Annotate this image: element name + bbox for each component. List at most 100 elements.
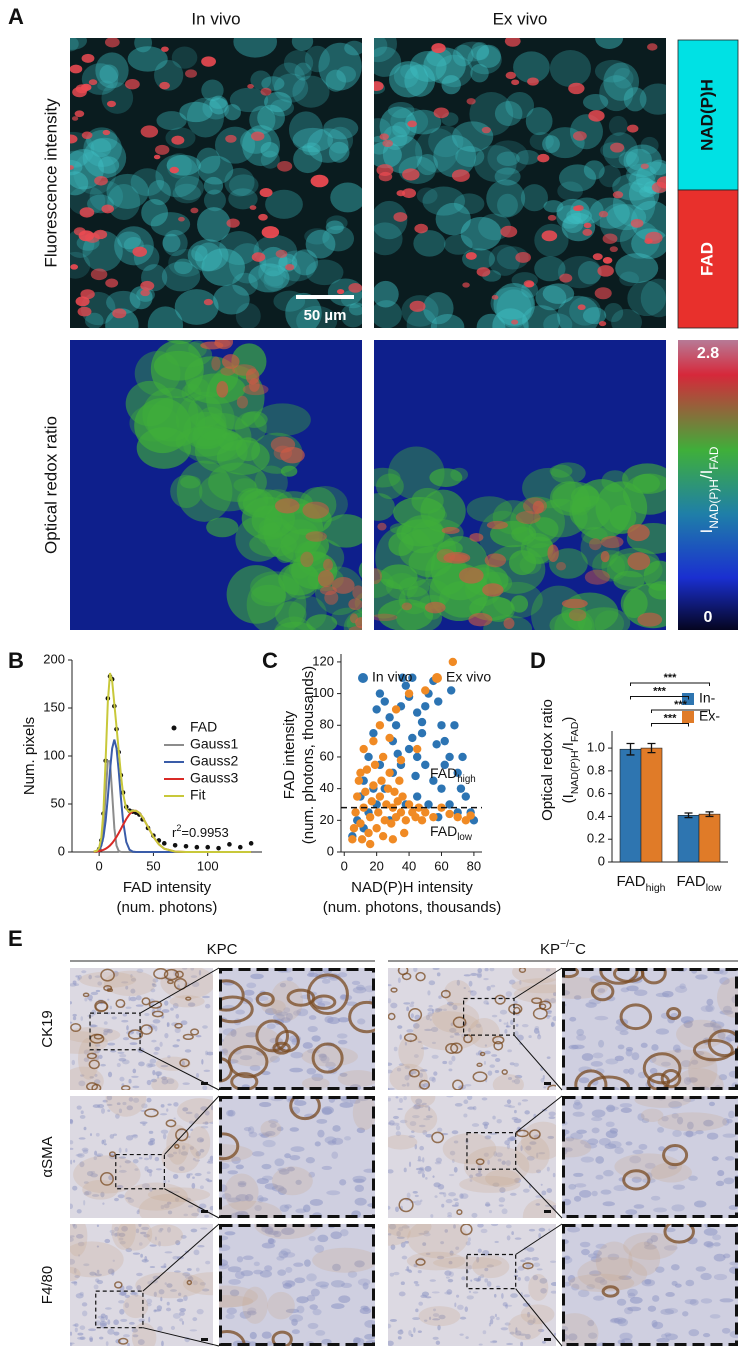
cell <box>156 111 187 131</box>
tissue <box>173 1102 179 1107</box>
tissue <box>70 1203 74 1209</box>
cell <box>640 136 659 155</box>
cell <box>453 193 485 215</box>
region <box>532 500 545 514</box>
data-point <box>466 811 475 820</box>
cell <box>174 175 204 201</box>
cell <box>125 79 140 90</box>
tissue <box>94 1044 101 1047</box>
tissue <box>414 1194 419 1198</box>
region <box>482 583 504 597</box>
tissue <box>97 1315 104 1319</box>
legend-label: Ex- <box>699 708 720 724</box>
x-tick-label: 0 <box>96 858 103 873</box>
tissue <box>243 989 255 996</box>
cell <box>471 42 490 61</box>
tissue <box>540 1287 547 1294</box>
stroma <box>70 1224 88 1257</box>
region <box>441 526 460 535</box>
data-point <box>395 776 404 785</box>
cell <box>592 253 603 261</box>
tissue <box>422 1083 430 1088</box>
cell <box>494 167 521 186</box>
tissue <box>306 1273 317 1282</box>
tissue <box>235 1009 245 1015</box>
zoom-connector <box>513 967 563 999</box>
tissue <box>160 1129 169 1134</box>
tissue <box>89 1337 93 1342</box>
tissue <box>613 1184 628 1192</box>
cell <box>305 229 336 259</box>
tissue <box>172 1151 178 1155</box>
cell <box>336 66 357 83</box>
cell <box>70 264 79 270</box>
tissue <box>409 1121 417 1127</box>
tissue <box>321 1165 333 1171</box>
cell <box>577 261 602 285</box>
stroma <box>103 970 157 997</box>
tissue <box>682 1311 689 1317</box>
tissue <box>77 1153 85 1158</box>
tissue <box>240 1270 254 1277</box>
tissue <box>475 1023 482 1028</box>
tissue <box>525 1145 532 1151</box>
stain <box>165 1119 177 1128</box>
cell <box>98 156 120 174</box>
tissue <box>202 1025 208 1029</box>
region <box>526 536 554 558</box>
tissue <box>513 1078 521 1085</box>
tissue <box>172 1190 180 1194</box>
region <box>142 387 199 442</box>
cell <box>559 273 573 283</box>
tissue <box>605 1058 619 1065</box>
tissue <box>267 1230 279 1236</box>
region <box>584 569 610 585</box>
tissue <box>194 1113 200 1119</box>
region <box>374 493 395 521</box>
region <box>637 612 663 627</box>
tissue <box>78 1080 86 1087</box>
data-point <box>417 729 427 738</box>
tissue <box>413 968 418 973</box>
tissue <box>487 1159 490 1165</box>
y-tick-label: 0.8 <box>587 762 605 777</box>
tissue <box>690 1059 699 1065</box>
tissue <box>187 1205 194 1208</box>
tissue <box>95 1132 100 1137</box>
tissue <box>140 1253 143 1258</box>
tissue <box>107 1268 115 1275</box>
zoom-region <box>463 997 515 1036</box>
stain <box>450 1042 463 1054</box>
tissue <box>463 1113 468 1118</box>
tissue <box>164 1282 167 1285</box>
tissue <box>449 1027 457 1033</box>
tissue <box>146 1169 153 1173</box>
stroma <box>568 1273 635 1292</box>
tissue <box>570 1132 584 1140</box>
tissue <box>627 1288 638 1297</box>
cell <box>85 312 104 328</box>
image <box>388 1096 556 1218</box>
tissue <box>576 1034 587 1041</box>
tissue <box>507 1077 513 1080</box>
cell <box>127 46 168 72</box>
bar <box>677 814 700 863</box>
data-point <box>388 835 398 844</box>
region <box>245 368 260 385</box>
cell <box>140 125 159 138</box>
tissue <box>703 1241 714 1247</box>
region <box>522 497 547 515</box>
image-background <box>70 1096 213 1218</box>
tissue <box>77 1332 84 1336</box>
tissue <box>399 1119 408 1124</box>
tissue <box>719 1298 734 1303</box>
tissue <box>261 1331 272 1339</box>
cell <box>201 56 216 67</box>
tissue <box>719 977 730 985</box>
tissue <box>77 976 80 981</box>
tissue <box>124 1160 131 1164</box>
image <box>70 968 213 1090</box>
zoom-frame <box>562 968 738 1090</box>
tissue <box>475 1172 483 1177</box>
tissue <box>420 1294 427 1298</box>
